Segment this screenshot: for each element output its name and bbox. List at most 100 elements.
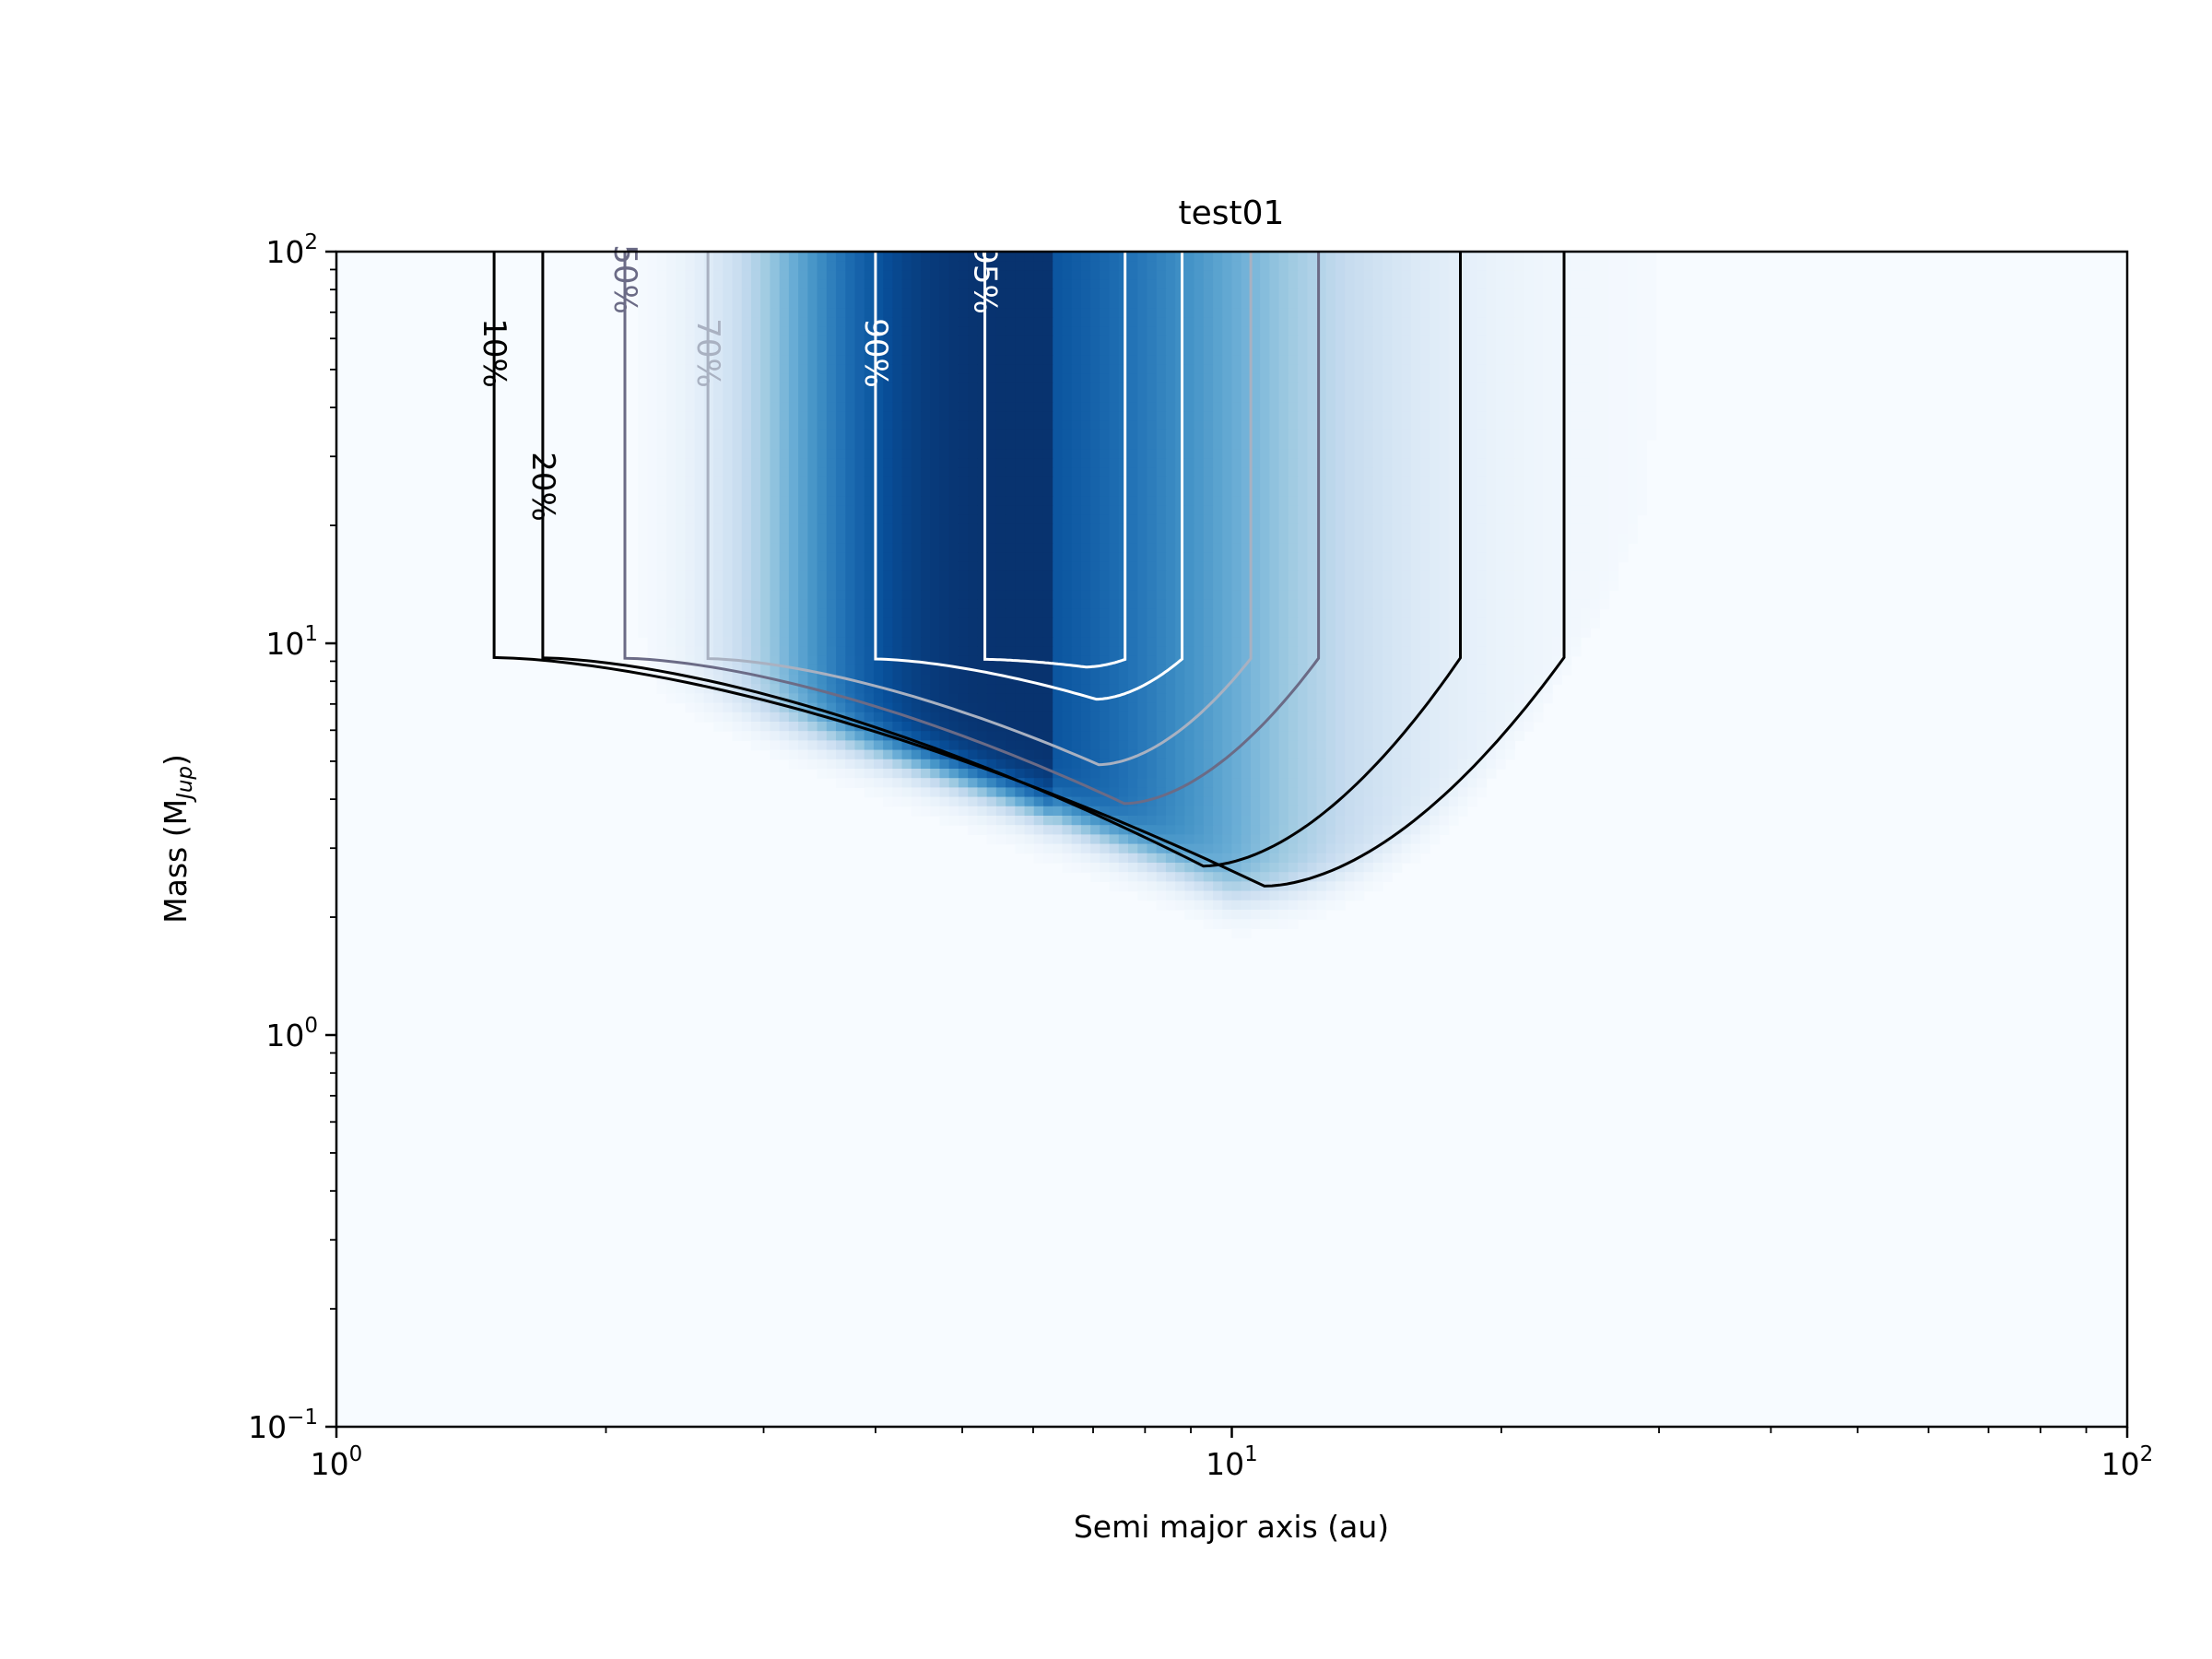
heatmap-cell xyxy=(1137,308,1148,318)
heatmap-cell xyxy=(750,393,761,403)
heatmap-cell xyxy=(1006,524,1016,535)
heatmap-cell xyxy=(845,505,856,516)
heatmap-cell xyxy=(1250,317,1261,328)
heatmap-cell xyxy=(1392,477,1403,488)
heatmap-cell xyxy=(1477,514,1488,525)
heatmap-cell xyxy=(1325,590,1336,600)
heatmap-cell xyxy=(854,382,865,394)
heatmap-cell xyxy=(1345,355,1356,365)
heatmap-cell xyxy=(676,496,686,506)
heatmap-cell xyxy=(883,646,893,657)
heatmap-cell xyxy=(1109,514,1120,525)
heatmap-cell xyxy=(939,252,950,262)
heatmap-cell xyxy=(1128,393,1138,403)
heatmap-cell xyxy=(883,440,893,450)
heatmap-cell xyxy=(1618,487,1629,497)
heatmap-cell xyxy=(741,618,752,629)
heatmap-cell xyxy=(1080,637,1091,647)
heatmap-cell xyxy=(1137,655,1148,666)
heatmap-cell xyxy=(1599,458,1610,469)
heatmap-cell xyxy=(1542,279,1553,290)
heatmap-cell xyxy=(1184,571,1195,582)
heatmap-cell xyxy=(685,429,696,441)
heatmap-cell xyxy=(1260,449,1271,459)
heatmap-cell xyxy=(741,534,752,544)
heatmap-cell xyxy=(1080,608,1091,619)
heatmap-cell xyxy=(854,261,865,271)
heatmap-cell xyxy=(1382,684,1393,694)
heatmap-cell xyxy=(939,496,950,506)
heatmap-cell xyxy=(1448,655,1459,666)
heatmap-cell xyxy=(864,477,875,488)
heatmap-cell xyxy=(995,534,1006,544)
heatmap-cell xyxy=(1590,364,1600,375)
heatmap-cell xyxy=(1288,335,1299,347)
heatmap-cell xyxy=(1618,393,1629,403)
heatmap-cell xyxy=(1231,618,1242,629)
heatmap-cell xyxy=(873,590,884,600)
heatmap-cell xyxy=(1477,373,1488,384)
heatmap-cell xyxy=(1260,440,1271,450)
heatmap-cell xyxy=(1100,393,1111,403)
heatmap-cell xyxy=(995,505,1006,516)
heatmap-cell xyxy=(1637,440,1648,450)
heatmap-cell xyxy=(1024,449,1035,459)
heatmap-cell xyxy=(1222,505,1233,516)
heatmap-cell xyxy=(1392,270,1403,281)
heatmap-cell xyxy=(1024,335,1035,347)
heatmap-cell xyxy=(798,335,808,347)
heatmap-cell xyxy=(656,467,667,478)
heatmap-cell xyxy=(1137,335,1148,347)
heatmap-cell xyxy=(1175,449,1185,459)
heatmap-cell xyxy=(1599,261,1610,271)
heatmap-cell xyxy=(779,308,790,318)
heatmap-cell xyxy=(1203,467,1214,478)
heatmap-cell xyxy=(1316,335,1327,347)
heatmap-cell xyxy=(1457,608,1468,619)
heatmap-cell xyxy=(1260,524,1271,535)
heatmap-cell xyxy=(1599,346,1610,356)
heatmap-cell xyxy=(807,693,818,704)
heatmap-cell xyxy=(1033,429,1044,441)
heatmap-cell xyxy=(1024,571,1035,582)
heatmap-cell xyxy=(930,373,941,384)
heatmap-cell xyxy=(1646,429,1657,441)
heatmap-cell xyxy=(1524,581,1535,591)
heatmap-cell xyxy=(665,402,677,412)
heatmap-cell xyxy=(986,505,997,516)
heatmap-cell xyxy=(1024,665,1035,676)
heatmap-cell xyxy=(1552,288,1563,300)
heatmap-cell xyxy=(1298,637,1308,647)
heatmap-cell xyxy=(1430,599,1441,610)
heatmap-cell xyxy=(1222,411,1233,422)
heatmap-cell xyxy=(1345,346,1356,356)
heatmap-cell xyxy=(892,458,903,469)
heatmap-cell xyxy=(1118,534,1129,544)
heatmap-cell xyxy=(995,402,1006,412)
heatmap-cell xyxy=(883,335,893,347)
heatmap-cell xyxy=(1165,571,1176,582)
heatmap-cell xyxy=(1241,335,1252,347)
heatmap-cell xyxy=(1042,599,1053,610)
heatmap-cell xyxy=(948,429,959,441)
heatmap-cell xyxy=(1203,317,1214,328)
heatmap-cell xyxy=(1024,684,1035,694)
heatmap-cell xyxy=(732,393,743,403)
heatmap-cell xyxy=(1561,458,1572,469)
heatmap-cell xyxy=(1024,279,1035,290)
heatmap-cell xyxy=(1147,335,1158,347)
heatmap-cell xyxy=(1439,308,1450,318)
heatmap-cell xyxy=(1213,496,1223,506)
heatmap-cell xyxy=(1618,326,1629,337)
heatmap-cell xyxy=(1457,346,1468,356)
heatmap-cell xyxy=(1486,534,1497,544)
heatmap-cell xyxy=(1637,487,1648,497)
heatmap-cell xyxy=(1590,440,1600,450)
heatmap-cell xyxy=(1080,684,1091,694)
heatmap-cell xyxy=(826,458,837,469)
heatmap-cell xyxy=(656,637,667,647)
heatmap-cell xyxy=(1071,346,1082,356)
heatmap-cell xyxy=(1165,373,1176,384)
heatmap-cell xyxy=(1542,299,1553,309)
heatmap-cell xyxy=(1410,505,1421,516)
